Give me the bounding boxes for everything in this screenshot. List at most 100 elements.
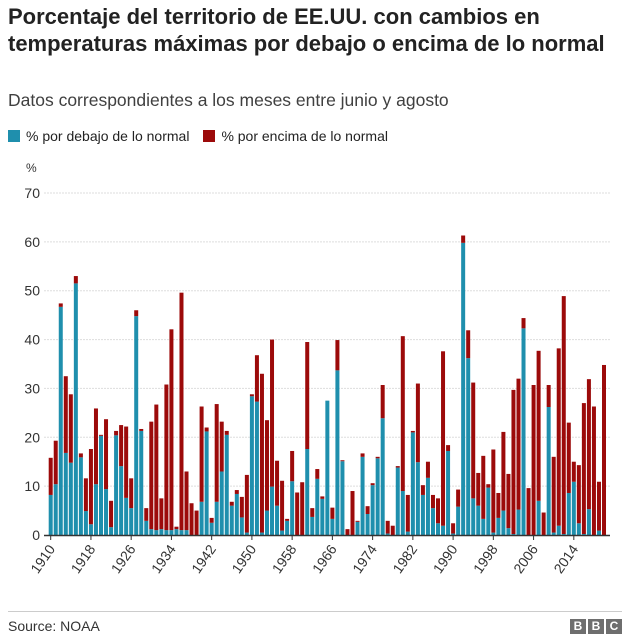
bar-below-normal: [119, 466, 124, 535]
bar-above-normal: [415, 383, 420, 463]
bar-above-normal: [596, 481, 601, 531]
bar-below-normal: [551, 532, 556, 535]
bar-below-normal: [415, 462, 420, 535]
y-tick-label: 40: [24, 332, 40, 348]
source-note: Source: NOAA: [8, 618, 100, 634]
bar-below-normal: [581, 534, 586, 535]
x-tick-label: 1982: [389, 541, 420, 576]
bar-below-normal: [93, 484, 98, 535]
bar-above-normal: [385, 520, 390, 534]
bar-above-normal: [73, 276, 78, 284]
bbc-logo-c: C: [606, 619, 622, 634]
bar-below-normal: [561, 534, 566, 535]
bar-above-normal: [154, 404, 159, 531]
x-tick-label: 1926: [108, 541, 139, 576]
bar-below-normal: [576, 523, 581, 535]
bar-below-normal: [395, 467, 400, 535]
bar-below-normal: [461, 242, 466, 535]
bar-above-normal: [430, 494, 435, 509]
bar-above-normal: [536, 350, 541, 501]
bar-above-normal: [300, 482, 305, 535]
bar-below-normal: [229, 505, 234, 535]
bbc-logo-b1: B: [570, 619, 586, 634]
bar-below-normal: [466, 358, 471, 535]
bar-below-normal: [78, 457, 83, 535]
bar-above-normal: [280, 480, 285, 531]
bar-below-normal: [320, 498, 325, 535]
bar-above-normal: [259, 373, 264, 533]
bar-above-normal: [219, 421, 224, 472]
bar-above-normal: [254, 355, 259, 402]
bar-above-normal: [239, 496, 244, 518]
bar-below-normal: [114, 435, 119, 535]
bar-below-normal: [280, 530, 285, 535]
bar-below-normal: [149, 529, 154, 535]
x-tick-label: 1942: [188, 541, 219, 576]
y-tick-label: 50: [24, 283, 40, 299]
bar-below-normal: [53, 484, 58, 535]
bar-below-normal: [63, 452, 68, 535]
bar-above-normal: [511, 389, 516, 535]
bar-below-normal: [446, 450, 451, 535]
bar-below-normal: [441, 525, 446, 535]
bar-above-normal: [350, 491, 355, 535]
bar-below-normal: [104, 489, 109, 535]
bar-below-normal: [451, 533, 456, 535]
bar-above-normal: [134, 310, 139, 317]
bar-below-normal: [124, 497, 129, 535]
bar-above-normal: [93, 408, 98, 485]
bar-below-normal: [169, 530, 174, 535]
bar-above-normal: [496, 492, 501, 518]
bar-above-normal: [556, 348, 561, 526]
bar-below-normal: [511, 534, 516, 535]
x-tick-label: 1950: [228, 541, 259, 576]
bar-above-normal: [471, 382, 476, 499]
bar-below-normal: [154, 530, 159, 535]
bar-above-normal: [224, 430, 229, 435]
x-tick-label: 2014: [550, 541, 581, 576]
bar-above-normal: [531, 385, 536, 535]
bar-above-normal: [244, 474, 249, 533]
bar-above-normal: [234, 490, 239, 494]
bar-below-normal: [521, 328, 526, 535]
bar-above-normal: [109, 500, 114, 528]
bar-below-normal: [234, 493, 239, 535]
bar-above-normal: [204, 427, 209, 432]
bar-above-normal: [340, 460, 345, 462]
bar-above-normal: [310, 508, 315, 517]
bar-above-normal: [144, 508, 149, 521]
bar-below-normal: [270, 486, 275, 535]
x-tick-label: 2006: [510, 541, 541, 576]
bar-above-normal: [275, 460, 280, 506]
bar-below-normal: [405, 531, 410, 535]
bbc-logo-b2: B: [588, 619, 604, 634]
bar-above-normal: [63, 376, 68, 453]
bar-below-normal: [83, 511, 88, 535]
bar-below-normal: [471, 498, 476, 535]
bar-below-normal: [325, 400, 330, 535]
x-tick-label: 1998: [470, 541, 501, 576]
bar-below-normal: [506, 528, 511, 535]
bar-below-normal: [340, 461, 345, 535]
bar-below-normal: [134, 316, 139, 535]
bar-above-normal: [521, 318, 526, 329]
bar-below-normal: [516, 509, 521, 535]
bar-above-normal: [229, 501, 234, 506]
bar-below-normal: [586, 509, 591, 535]
bar-above-normal: [405, 494, 410, 532]
bar-below-normal: [239, 517, 244, 535]
bar-below-normal: [481, 518, 486, 535]
bar-above-normal: [546, 385, 551, 407]
bar-above-normal: [264, 420, 269, 511]
y-tick-label: 30: [24, 380, 40, 396]
bar-above-normal: [476, 472, 481, 506]
bar-below-normal: [305, 449, 310, 535]
bar-below-normal: [456, 506, 461, 535]
y-tick-label: 60: [24, 234, 40, 250]
chart-subtitle: Datos correspondientes a los meses entre…: [8, 90, 449, 110]
bar-above-normal: [83, 478, 88, 512]
bar-below-normal: [315, 478, 320, 535]
bar-below-normal: [275, 505, 280, 535]
bar-below-normal: [214, 501, 219, 535]
